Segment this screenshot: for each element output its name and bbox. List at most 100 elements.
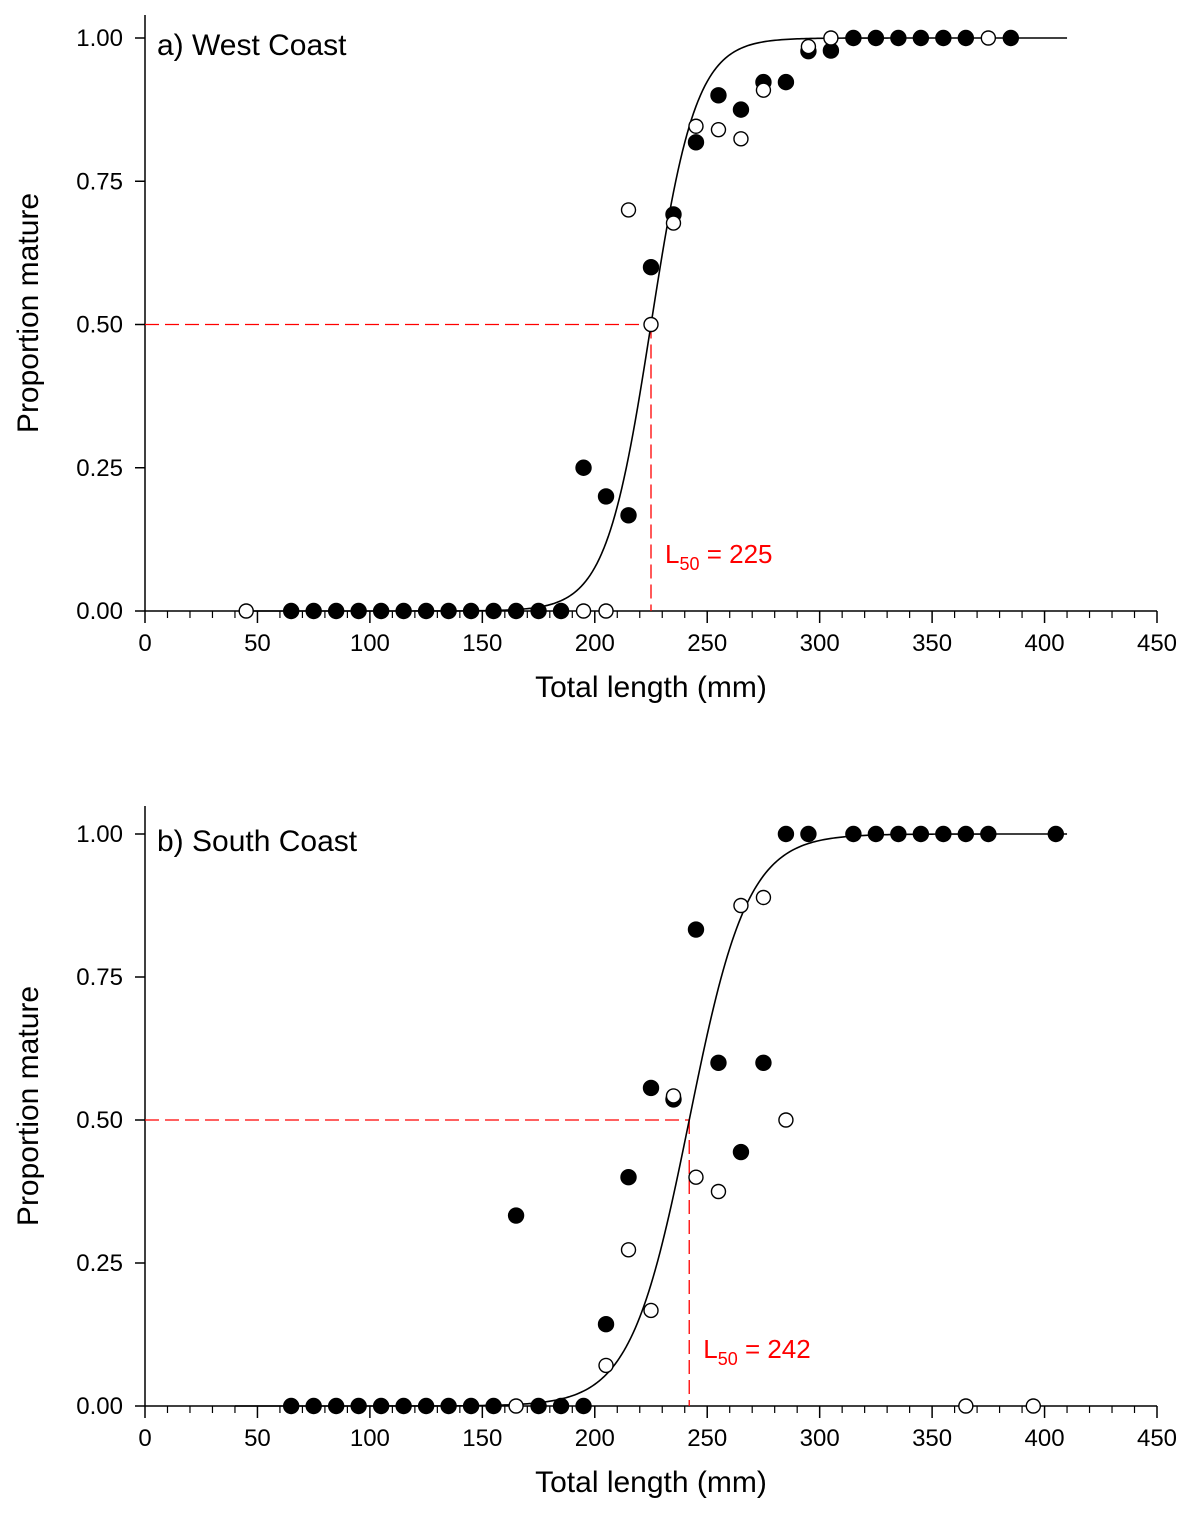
- filled-point: [530, 1397, 547, 1415]
- open-point: [800, 38, 817, 55]
- open-point: [1025, 1398, 1042, 1414]
- l50-label-value: = 242: [738, 1334, 811, 1364]
- open-point: [508, 1398, 524, 1414]
- open-point: [665, 1088, 682, 1104]
- x-tick-label: 0: [138, 1425, 151, 1452]
- open-point: [980, 30, 997, 46]
- filled-point: [845, 825, 862, 843]
- y-tick-label: 0.75: [76, 964, 123, 991]
- l50-label-subscript: 50: [679, 554, 699, 574]
- filled-point: [282, 602, 300, 620]
- filled-point: [620, 507, 637, 524]
- open-point: [778, 1112, 794, 1128]
- filled-point: [642, 1079, 660, 1097]
- filled-point: [372, 1397, 390, 1415]
- open-point: [665, 215, 682, 231]
- x-tick-label: 250: [687, 630, 727, 657]
- open-point: [710, 1183, 727, 1200]
- open-point: [620, 1242, 637, 1258]
- x-tick-label: 100: [350, 630, 390, 657]
- x-tick-label: 350: [912, 630, 952, 657]
- x-axis-title: Total length (mm): [535, 671, 767, 704]
- filled-point: [867, 29, 885, 47]
- l50-label: L50 = 242: [703, 1334, 811, 1369]
- filled-point: [687, 921, 705, 938]
- l50-label: L50 = 225: [665, 539, 773, 574]
- filled-point: [732, 1143, 750, 1161]
- filled-point: [912, 29, 930, 47]
- y-tick-label: 0.25: [76, 1250, 123, 1277]
- filled-point: [935, 29, 952, 47]
- filled-point: [530, 602, 547, 620]
- filled-point: [372, 602, 390, 620]
- filled-point: [957, 29, 975, 47]
- filled-point: [912, 825, 930, 843]
- y-tick-label: 0.50: [76, 1107, 123, 1134]
- x-tick-label: 0: [138, 630, 151, 657]
- filled-point: [552, 1397, 570, 1415]
- filled-point: [305, 602, 322, 620]
- panel-a-plot: 0 50 100 150 200 250 300 350 400 450 0.00 0.25 0.50 0…: [12, 15, 1177, 704]
- filled-point: [1002, 29, 1020, 47]
- x-tick-label: 300: [800, 630, 840, 657]
- open-point: [238, 603, 254, 619]
- filled-point: [980, 825, 997, 843]
- filled-point: [575, 1397, 592, 1415]
- y-tick-label: 0.00: [76, 598, 123, 625]
- filled-point: [732, 101, 750, 118]
- filled-point: [642, 259, 660, 276]
- filled-point: [710, 87, 727, 104]
- filled-point: [597, 1316, 615, 1333]
- x-tick-label: 350: [912, 1425, 952, 1452]
- filled-point: [890, 825, 907, 843]
- y-axis-title: Proportion mature: [12, 986, 45, 1226]
- filled-point: [417, 602, 435, 620]
- panel-b-plot: 0 50 100 150 200 250 300 350 400 450 0.00 0.25 0.50 0…: [12, 806, 1177, 1499]
- l50-label-main: L: [665, 539, 679, 569]
- filled-point: [890, 29, 907, 47]
- filled-point: [350, 1397, 367, 1415]
- filled-point: [575, 459, 592, 476]
- open-point: [688, 1169, 704, 1185]
- filled-point: [755, 1054, 772, 1072]
- filled-point: [620, 1168, 637, 1186]
- y-tick-label: 0.75: [76, 168, 123, 195]
- open-point: [575, 603, 592, 619]
- filled-point: [507, 1207, 525, 1224]
- x-tick-label: 450: [1137, 630, 1177, 657]
- filled-point: [282, 1397, 300, 1415]
- filled-point: [507, 602, 525, 620]
- filled-point: [710, 1054, 727, 1072]
- open-point: [755, 889, 772, 906]
- filled-point: [305, 1397, 322, 1415]
- panel-label: a) West Coast: [157, 29, 347, 62]
- open-point: [643, 1302, 659, 1319]
- x-tick-label: 200: [575, 630, 615, 657]
- y-tick-label: 0.50: [76, 312, 123, 339]
- x-tick-label: 50: [244, 1425, 271, 1452]
- filled-point: [350, 602, 367, 620]
- x-tick-label: 400: [1025, 630, 1065, 657]
- filled-point: [845, 29, 862, 47]
- l50-label-subscript: 50: [718, 1349, 738, 1369]
- x-tick-label: 150: [462, 1425, 502, 1452]
- filled-point: [957, 825, 975, 843]
- y-axis-title: Proportion mature: [12, 193, 45, 433]
- open-point: [733, 897, 749, 914]
- x-tick-label: 300: [800, 1425, 840, 1452]
- l50-label-value: = 225: [700, 539, 773, 569]
- open-point: [643, 316, 659, 333]
- filled-point: [777, 73, 795, 91]
- filled-point: [327, 602, 345, 620]
- filled-point: [462, 1397, 480, 1415]
- filled-point: [462, 602, 480, 620]
- filled-point: [867, 825, 885, 843]
- x-tick-label: 250: [687, 1425, 727, 1452]
- filled-point: [935, 825, 952, 843]
- open-point: [958, 1398, 974, 1414]
- filled-point: [440, 602, 457, 620]
- x-tick-label: 100: [350, 1425, 390, 1452]
- x-tick-label: 150: [462, 630, 502, 657]
- filled-point: [327, 1397, 345, 1415]
- y-tick-label: 0.25: [76, 455, 123, 482]
